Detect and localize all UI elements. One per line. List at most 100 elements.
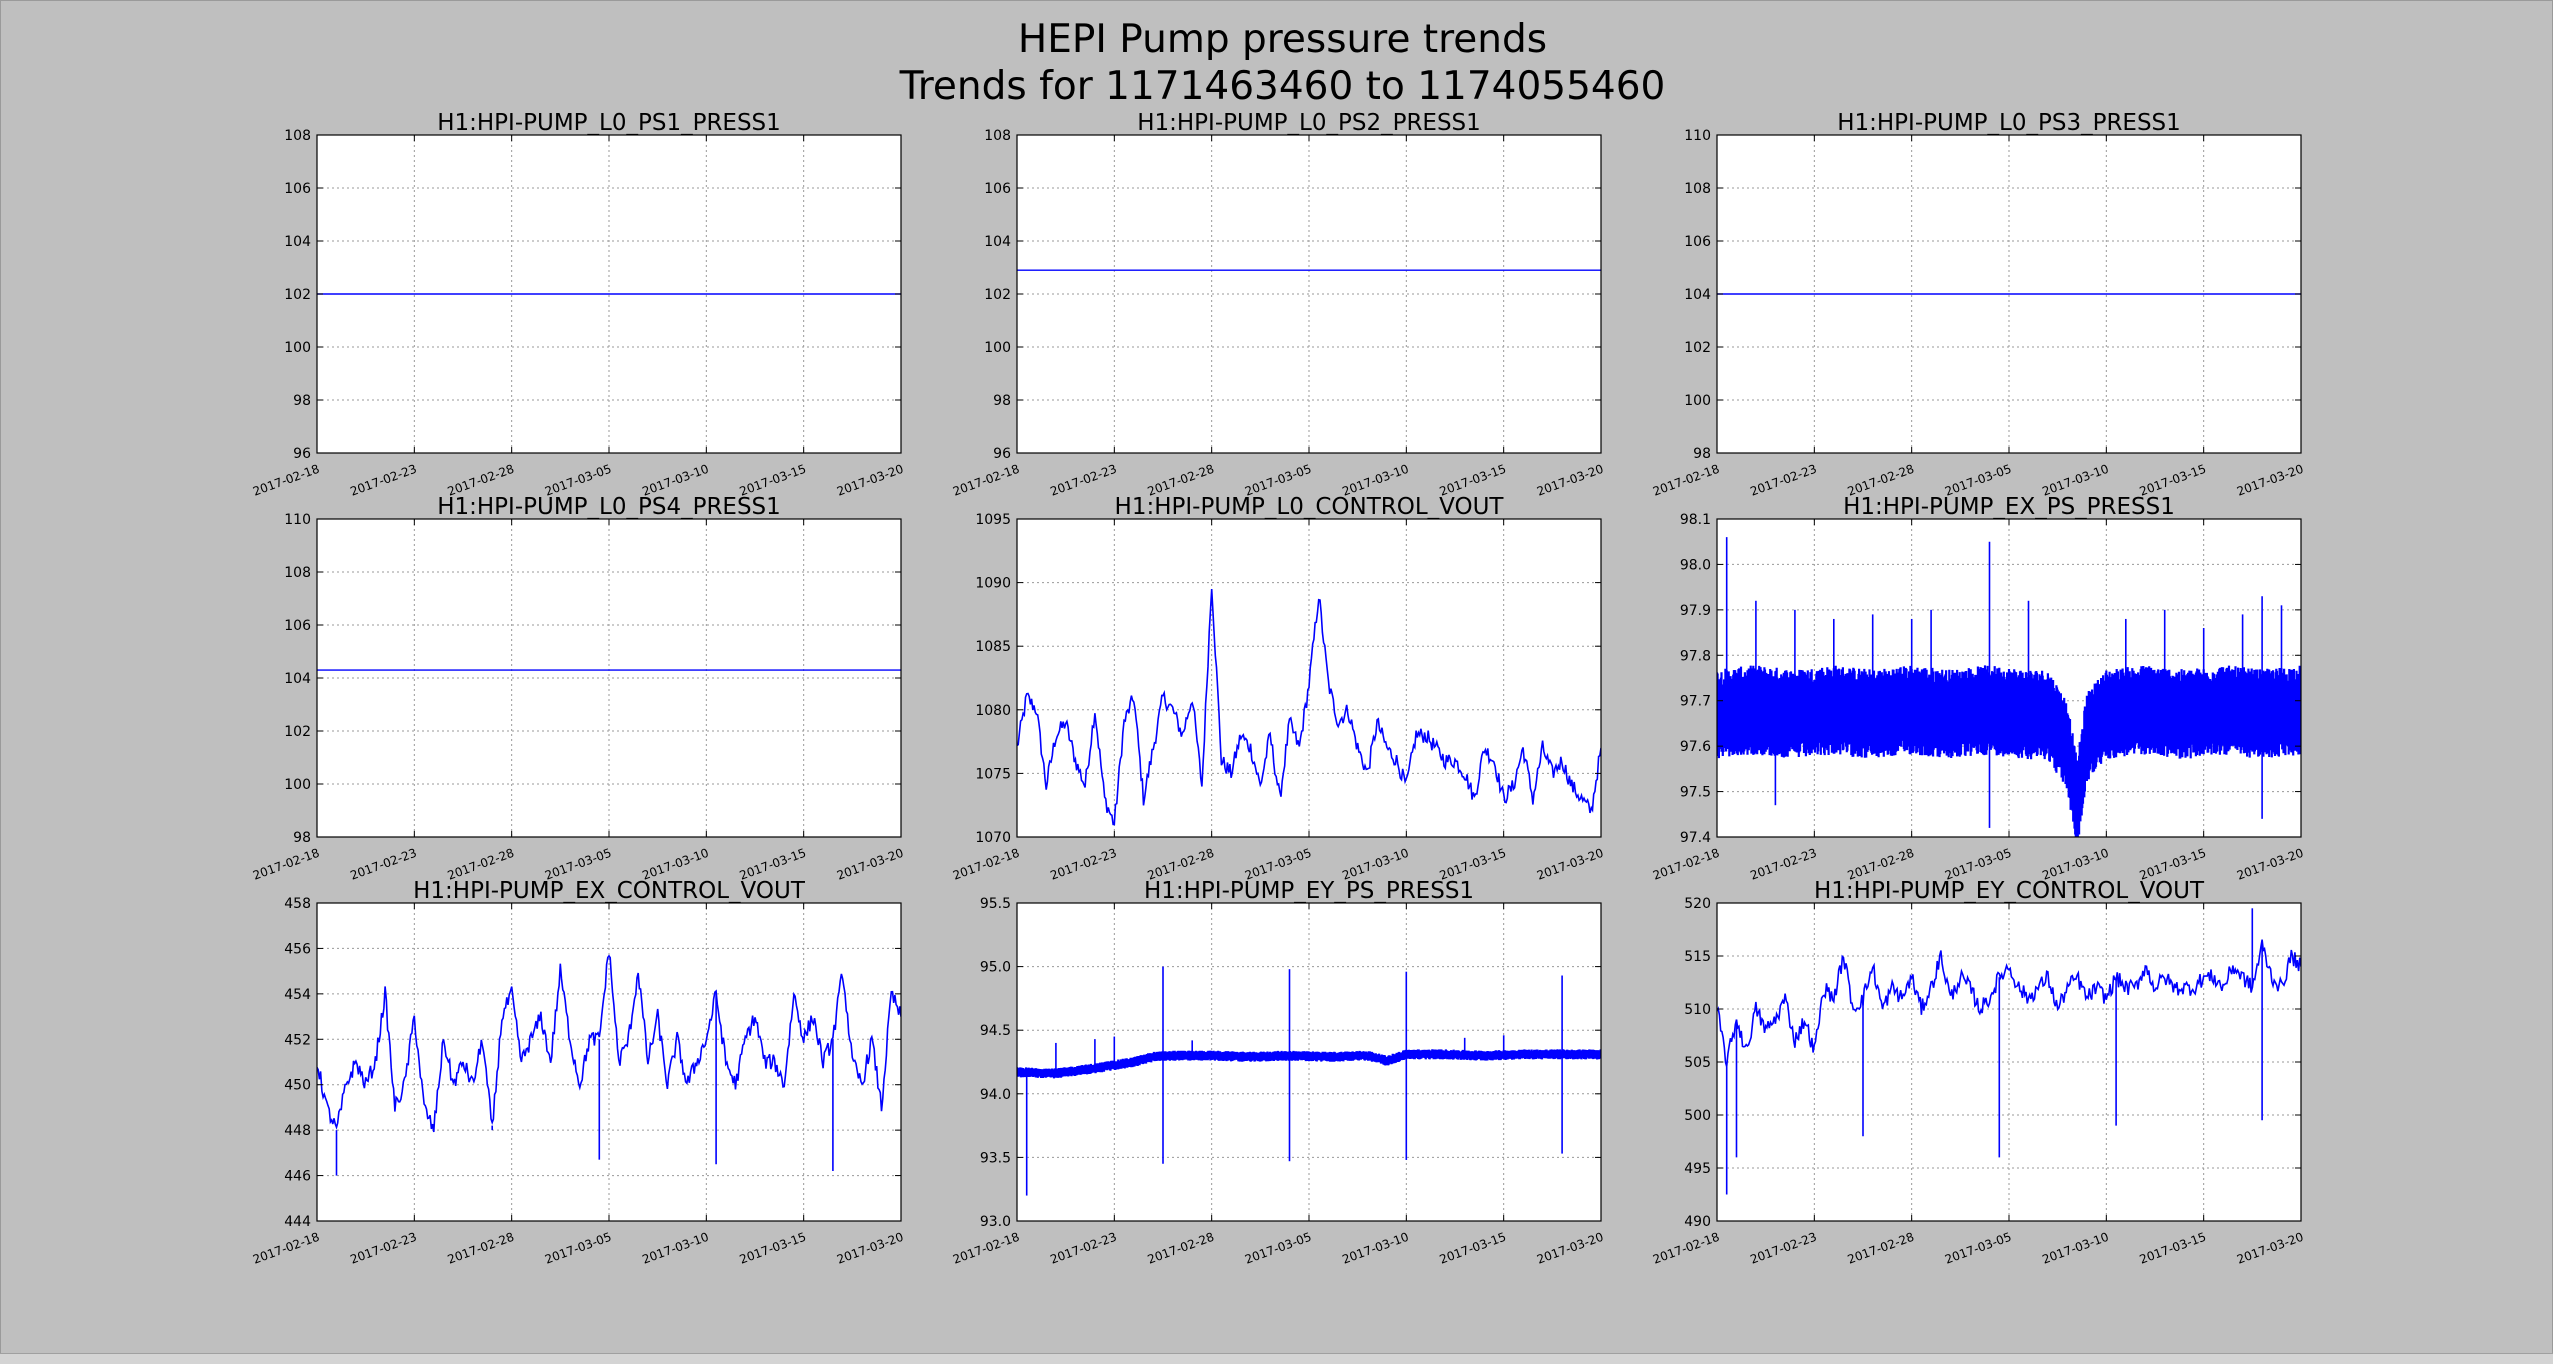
- x-tick-label: 2017-03-20: [2235, 1230, 2305, 1267]
- x-tick-label: 2017-03-10: [2040, 1230, 2110, 1267]
- y-tick-label: 456: [284, 941, 311, 957]
- data-layer: [1717, 908, 2301, 1195]
- x-tick-label: 2017-03-10: [1340, 1230, 1410, 1267]
- y-tick-label: 97.6: [1680, 739, 1711, 755]
- y-tick-label: 100: [284, 777, 311, 793]
- y-tick-label: 97.7: [1680, 694, 1711, 710]
- y-tick-label: 102: [284, 724, 311, 740]
- y-tick-label: 93.5: [980, 1150, 1011, 1166]
- x-tick-label: 2017-02-23: [1048, 846, 1118, 883]
- y-tick-label: 450: [284, 1078, 311, 1094]
- subplot-2: 96 98 100 102 104 106 108 2017-02-18 2017-02-23 2…: [951, 110, 1605, 499]
- y-tick-label: 94.5: [980, 1023, 1011, 1039]
- y-tick-label: 97.9: [1680, 603, 1711, 619]
- x-tick-label: 2017-03-20: [1535, 462, 1605, 499]
- y-tick-label: 500: [1684, 1108, 1711, 1124]
- y-tick-label: 1085: [975, 639, 1011, 655]
- data-layer: [317, 954, 901, 1176]
- y-tick-label: 106: [284, 181, 311, 197]
- subplot-title: H1:HPI-PUMP_EY_PS_PRESS1: [1144, 878, 1474, 904]
- x-tick-label: 2017-02-18: [251, 462, 321, 499]
- y-tick-label: 100: [984, 340, 1011, 356]
- figure-title-line1: HEPI Pump pressure trends: [1017, 17, 1548, 62]
- x-tick-label: 2017-02-28: [1146, 1230, 1216, 1267]
- x-tick-label: 2017-02-23: [1748, 1230, 1818, 1267]
- y-tick-label: 97.5: [1680, 785, 1711, 801]
- subplot-3: 98 100 102 104 106 108 110 2017-02-18 2017-02-23…: [1651, 110, 2305, 499]
- y-tick-label: 97.8: [1680, 648, 1711, 664]
- data-layer: [1017, 588, 1601, 826]
- y-tick-label: 1075: [975, 766, 1011, 782]
- subplot-title: H1:HPI-PUMP_L0_PS4_PRESS1: [437, 494, 781, 520]
- subplot-title: H1:HPI-PUMP_L0_PS3_PRESS1: [1837, 110, 2181, 136]
- x-tick-label: 2017-02-23: [348, 846, 418, 883]
- y-tick-label: 104: [284, 671, 311, 687]
- x-tick-label: 2017-02-18: [251, 1230, 321, 1267]
- x-tick-label: 2017-02-23: [1048, 462, 1118, 499]
- y-tick-label: 102: [1684, 340, 1711, 356]
- x-tick-label: 2017-02-23: [1748, 462, 1818, 499]
- y-tick-label: 98.1: [1680, 512, 1711, 528]
- y-tick-label: 108: [284, 565, 311, 581]
- y-tick-label: 490: [1684, 1214, 1711, 1230]
- data-layer: [1717, 537, 2301, 837]
- y-tick-label: 515: [1684, 949, 1711, 965]
- x-tick-label: 2017-03-20: [2235, 846, 2305, 883]
- y-tick-label: 94.0: [980, 1087, 1011, 1103]
- x-tick-label: 2017-02-28: [1846, 1230, 1916, 1267]
- x-tick-label: 2017-02-23: [1748, 846, 1818, 883]
- subplot-title: H1:HPI-PUMP_L0_PS2_PRESS1: [1137, 110, 1481, 136]
- y-tick-label: 454: [284, 987, 311, 1003]
- y-tick-label: 444: [284, 1214, 311, 1230]
- x-tick-label: 2017-02-18: [951, 846, 1021, 883]
- data-layer: [1017, 966, 1601, 1196]
- y-tick-label: 98.0: [1680, 557, 1711, 573]
- y-tick-label: 446: [284, 1169, 311, 1185]
- y-tick-label: 452: [284, 1032, 311, 1048]
- subplot-title: H1:HPI-PUMP_L0_PS1_PRESS1: [437, 110, 781, 136]
- series-line: [1017, 588, 1601, 826]
- y-tick-label: 93.0: [980, 1214, 1011, 1230]
- x-tick-label: 2017-03-15: [1438, 1230, 1508, 1267]
- y-tick-label: 520: [1684, 896, 1711, 912]
- subplot-1: 96 98 100 102 104 106 108 2017-02-18 2017-02-23 2…: [251, 110, 905, 499]
- y-tick-label: 102: [284, 287, 311, 303]
- y-tick-label: 96: [293, 446, 311, 462]
- x-tick-label: 2017-02-18: [1651, 846, 1721, 883]
- figure-title: HEPI Pump pressure trends Trends for 117…: [0, 16, 2553, 110]
- y-tick-label: 1095: [975, 512, 1011, 528]
- y-tick-label: 458: [284, 896, 311, 912]
- y-tick-label: 108: [984, 128, 1011, 144]
- y-tick-label: 104: [1684, 287, 1711, 303]
- y-tick-label: 98: [293, 830, 311, 846]
- x-tick-label: 2017-03-15: [2138, 1230, 2208, 1267]
- y-tick-label: 102: [984, 287, 1011, 303]
- y-tick-label: 106: [284, 618, 311, 634]
- y-tick-label: 110: [1684, 128, 1711, 144]
- y-tick-label: 98: [1693, 446, 1711, 462]
- x-tick-label: 2017-03-20: [835, 846, 905, 883]
- series-line: [1717, 939, 2301, 1067]
- y-tick-label: 96: [993, 446, 1011, 462]
- x-tick-label: 2017-02-18: [1651, 1230, 1721, 1267]
- y-tick-label: 448: [284, 1123, 311, 1139]
- y-tick-label: 106: [1684, 234, 1711, 250]
- subplot-title: H1:HPI-PUMP_EY_CONTROL_VOUT: [1814, 878, 2205, 904]
- subplot-7: 444 446 448 450 452 454 456 458 2017-02-18 2017-0…: [251, 878, 905, 1267]
- x-tick-label: 2017-03-05: [543, 1230, 613, 1267]
- subplot-8: 93.0 93.5 94.0 94.5 95.0 95.5 2017-02-18 2017-0…: [951, 878, 1605, 1267]
- y-tick-label: 100: [284, 340, 311, 356]
- x-tick-label: 2017-02-18: [951, 1230, 1021, 1267]
- y-tick-label: 95.0: [980, 960, 1011, 976]
- x-tick-label: 2017-03-05: [1943, 1230, 2013, 1267]
- window-status-bar: [0, 1353, 2553, 1364]
- x-tick-label: 2017-02-23: [1048, 1230, 1118, 1267]
- subplot-4: 98 100 102 104 106 108 110 2017-02-18 2017-02-23…: [251, 494, 905, 883]
- y-tick-label: 97.4: [1680, 830, 1711, 846]
- x-tick-label: 2017-02-18: [1651, 462, 1721, 499]
- y-tick-label: 98: [993, 393, 1011, 409]
- x-tick-label: 2017-03-15: [738, 1230, 808, 1267]
- y-tick-label: 95.5: [980, 896, 1011, 912]
- subplot-5: 1070 1075 1080 1085 1090 1095 2017-02-18 2017-0…: [951, 494, 1605, 883]
- subplot-title: H1:HPI-PUMP_L0_CONTROL_VOUT: [1115, 494, 1505, 520]
